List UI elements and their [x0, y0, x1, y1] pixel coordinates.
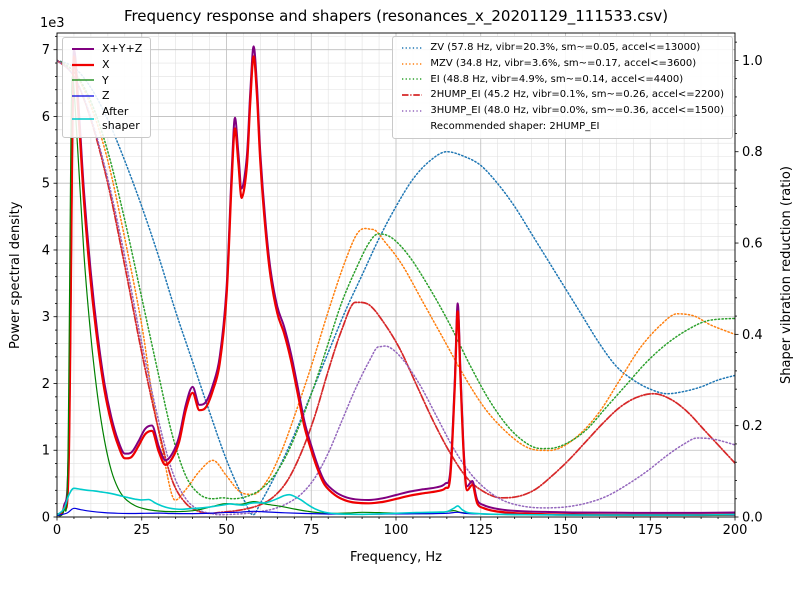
legend-entry-x-y-z: X+Y+Z	[71, 42, 142, 56]
y-left-offset-text: 1e3	[40, 16, 65, 31]
legend-label-after-shaper: After shaper	[102, 105, 140, 132]
y-left-tick-label: 7	[42, 43, 50, 58]
legend-line-2hump-ei	[402, 94, 423, 97]
legend-label-z: Z	[102, 89, 110, 103]
legend-entry-y: Y	[71, 74, 142, 88]
y-right-tick-label: 0.6	[742, 237, 763, 252]
y-left-tick-label: 4	[42, 243, 50, 258]
y-right-tick-label: 0.0	[742, 511, 763, 526]
x-tick-label: 25	[133, 523, 150, 538]
series-ei	[57, 59, 735, 500]
legend-entry-note: Recommended shaper: 2HUMP_EI	[401, 120, 724, 134]
x-axis-label: Frequency, Hz	[349, 550, 443, 565]
legend-label-zv: ZV (57.8 Hz, vibr=20.3%, sm~=0.05, accel…	[430, 42, 701, 53]
legend-label-3hump-ei: 3HUMP_EI (48.0 Hz, vibr=0.0%, sm~=0.36, …	[430, 105, 724, 117]
legend-line-note	[401, 122, 423, 132]
y-left-tick-label: 1	[42, 444, 50, 459]
legend-line-ei	[402, 78, 423, 81]
x-tick-label: 0	[53, 523, 61, 538]
y-left-tick-label: 2	[42, 377, 50, 392]
series-after-shaper	[57, 487, 735, 516]
legend-line-3hump-ei	[402, 110, 423, 112]
legend-label-ei: EI (48.8 Hz, vibr=4.9%, sm~=0.14, accel<…	[430, 73, 684, 85]
legend-line-after-shaper	[72, 117, 94, 120]
x-tick-label: 150	[553, 523, 578, 538]
x-tick-label: 50	[218, 523, 235, 538]
legend-entry-ei: EI (48.8 Hz, vibr=4.9%, sm~=0.14, accel<…	[401, 73, 724, 87]
legend-entry-x: X	[71, 58, 142, 72]
y-left-axis-label: Power spectral density	[8, 201, 23, 349]
y-left-tick-label: 5	[42, 177, 50, 192]
y-right-axis-label: Shaper vibration reduction (ratio)	[779, 166, 794, 384]
legend-entry-3hump-ei: 3HUMP_EI (48.0 Hz, vibr=0.0%, sm~=0.36, …	[401, 104, 724, 118]
legend-entry-2hump-ei: 2HUMP_EI (45.2 Hz, vibr=0.1%, sm~=0.26, …	[401, 88, 724, 102]
legend-label-x-y-z: X+Y+Z	[102, 42, 143, 55]
legend-label-mzv: MZV (34.8 Hz, vibr=3.6%, sm~=0.17, accel…	[430, 57, 697, 69]
series-3hump-ei	[57, 59, 735, 516]
shaper-curves	[57, 59, 735, 516]
chart-title: Frequency response and shapers (resonanc…	[123, 7, 669, 25]
x-tick-label: 200	[723, 523, 748, 538]
y-left-tick-label: 6	[42, 110, 50, 125]
y-left-tick-label: 3	[42, 310, 50, 325]
x-tick-label: 75	[303, 523, 320, 538]
legend-line-x-y-z	[72, 47, 94, 50]
legend-label-x: X	[102, 57, 110, 71]
legend-entry-zv: ZV (57.8 Hz, vibr=20.3%, sm~=0.05, accel…	[401, 41, 724, 55]
y-left-tick-label: 0	[42, 511, 50, 526]
legend-line-zv	[402, 47, 423, 49]
tick-labels: 0 25 50 75 100 125 150 175 200 0 1 2 3 4 5 6 7 0.0 0.2 0.4 0…	[42, 43, 763, 538]
legend-entry-mzv: MZV (34.8 Hz, vibr=3.6%, sm~=0.17, accel…	[401, 57, 724, 71]
legend-line-mzv	[402, 62, 423, 65]
tick-marks	[53, 35, 739, 521]
y-right-tick-label: 0.8	[742, 145, 763, 160]
x-tick-label: 125	[468, 523, 493, 538]
series-zv	[57, 59, 735, 516]
legend-line-z	[72, 95, 94, 97]
legend-label-y: Y	[102, 73, 109, 87]
series-x	[57, 55, 735, 517]
legend-label-note: Recommended shaper: 2HUMP_EI	[430, 120, 600, 132]
legend-label-2hump-ei: 2HUMP_EI (45.2 Hz, vibr=0.1%, sm~=0.26, …	[430, 89, 724, 101]
legend-line-y	[72, 79, 94, 81]
y-right-tick-label: 1.0	[742, 54, 763, 69]
y-right-tick-label: 0.4	[742, 328, 763, 343]
legend-entry-z: Z	[71, 89, 142, 103]
legend-psd: X+Y+Z X Y Z After shaper	[62, 37, 152, 138]
legend-line-x	[72, 63, 94, 66]
legend-shapers: ZV (57.8 Hz, vibr=20.3%, sm~=0.05, accel…	[392, 36, 733, 139]
x-tick-label: 175	[638, 523, 663, 538]
psd-curves	[57, 45, 735, 517]
y-right-tick-label: 0.2	[742, 419, 763, 434]
series-2hump-ei	[57, 59, 735, 515]
x-tick-label: 100	[384, 523, 409, 538]
legend-entry-after-shaper: After shaper	[71, 105, 142, 133]
